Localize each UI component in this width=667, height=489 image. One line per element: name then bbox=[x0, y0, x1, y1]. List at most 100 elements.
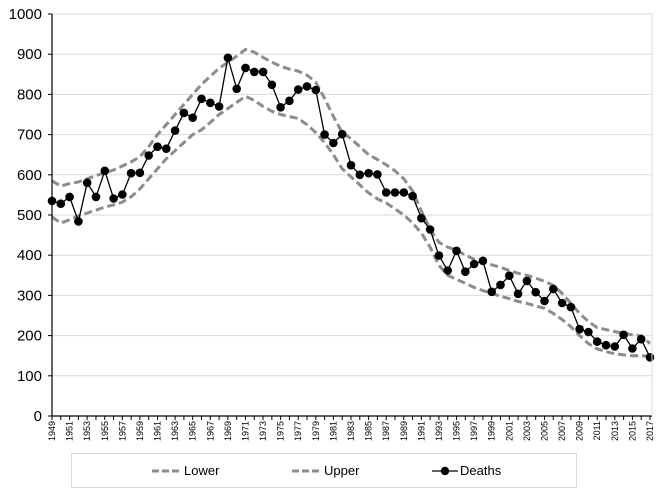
data-point bbox=[399, 188, 409, 197]
x-tick-label: 1995 bbox=[452, 421, 462, 441]
x-tick-label: 2017 bbox=[645, 421, 655, 441]
data-point bbox=[74, 217, 83, 226]
data-point bbox=[381, 188, 391, 197]
data-point bbox=[566, 302, 576, 312]
data-point bbox=[408, 191, 417, 201]
x-tick-label: 1967 bbox=[205, 421, 215, 441]
data-point bbox=[214, 102, 224, 111]
y-tick-label: 700 bbox=[17, 127, 42, 144]
data-point bbox=[549, 284, 558, 294]
data-point bbox=[575, 324, 584, 334]
data-point bbox=[364, 168, 373, 178]
data-point bbox=[619, 330, 628, 340]
data-point bbox=[417, 213, 426, 223]
legend-label-upper: Upper bbox=[324, 463, 360, 478]
series-deaths-line bbox=[51, 57, 651, 358]
x-tick-label: 1973 bbox=[258, 421, 268, 441]
data-point bbox=[293, 85, 303, 94]
data-point bbox=[276, 103, 285, 112]
data-point bbox=[610, 342, 620, 351]
data-point bbox=[540, 296, 549, 306]
x-tick-label: 1955 bbox=[100, 421, 110, 441]
y-tick-label: 1000 bbox=[9, 6, 42, 23]
y-axis-tick-labels: 0 100 200 300 400 500 600 700 800 900 1000 bbox=[9, 6, 42, 425]
data-point bbox=[118, 190, 127, 199]
data-point bbox=[206, 98, 215, 108]
data-point bbox=[390, 188, 400, 197]
x-tick-label: 2013 bbox=[610, 421, 620, 441]
y-tick-label: 800 bbox=[17, 86, 42, 103]
data-point bbox=[311, 85, 321, 95]
x-tick-label: 1979 bbox=[311, 421, 321, 441]
data-point bbox=[478, 256, 488, 266]
x-tick-label: 1951 bbox=[65, 421, 75, 441]
legend: Lower Upper Deaths bbox=[71, 453, 577, 488]
y-tick-label: 0 bbox=[34, 408, 42, 425]
data-point bbox=[197, 94, 206, 104]
x-tick-label: 2003 bbox=[522, 421, 532, 441]
y-tick-label: 200 bbox=[17, 328, 42, 345]
data-point bbox=[443, 266, 453, 275]
data-point bbox=[109, 194, 118, 203]
x-tick-label: 1961 bbox=[153, 421, 163, 441]
data-point bbox=[82, 178, 92, 188]
data-point bbox=[513, 289, 523, 299]
data-point bbox=[135, 168, 145, 178]
x-tick-label: 1985 bbox=[364, 421, 374, 441]
legend-item-lower: Lower bbox=[152, 454, 219, 487]
data-point bbox=[496, 280, 505, 290]
line-with-dot-marker-icon bbox=[432, 466, 458, 475]
data-point bbox=[153, 142, 162, 151]
data-point bbox=[302, 82, 312, 91]
legend-item-deaths: Deaths bbox=[432, 454, 501, 487]
data-point bbox=[100, 166, 110, 176]
data-point bbox=[320, 130, 329, 139]
x-tick-label: 1993 bbox=[434, 421, 444, 441]
data-point bbox=[267, 80, 277, 90]
data-point bbox=[601, 340, 611, 350]
y-tick-label: 400 bbox=[17, 247, 42, 264]
data-point bbox=[531, 287, 540, 297]
data-point bbox=[636, 334, 646, 344]
x-tick-label: 2007 bbox=[557, 421, 567, 441]
dashed-line-icon bbox=[152, 469, 182, 472]
series-lower-line bbox=[51, 94, 651, 358]
y-tick-label: 100 bbox=[17, 368, 42, 385]
data-point bbox=[373, 170, 382, 179]
data-point bbox=[91, 192, 101, 202]
x-tick-label: 1975 bbox=[276, 421, 286, 441]
data-point bbox=[557, 298, 567, 308]
x-tick-label: 1965 bbox=[188, 421, 198, 441]
data-point bbox=[584, 327, 593, 337]
dashed-line-icon bbox=[292, 469, 322, 472]
data-point bbox=[592, 337, 602, 346]
y-tick-label: 500 bbox=[17, 207, 42, 224]
data-point bbox=[232, 84, 241, 94]
x-tick-label: 1999 bbox=[487, 421, 497, 441]
x-axis-tick-labels: 1949 1951 1953 1955 1957 1959 1961 1963 1965 1967… bbox=[47, 421, 655, 441]
data-point bbox=[346, 160, 356, 170]
data-point bbox=[223, 53, 233, 63]
legend-label-lower: Lower bbox=[184, 463, 220, 478]
plot-series bbox=[47, 47, 655, 362]
x-tick-label: 1987 bbox=[381, 421, 391, 441]
data-point bbox=[645, 353, 655, 362]
x-tick-label: 1997 bbox=[469, 421, 479, 441]
data-point bbox=[337, 129, 347, 139]
data-point bbox=[250, 67, 259, 77]
data-point bbox=[241, 63, 250, 73]
x-tick-label: 2005 bbox=[539, 421, 549, 441]
x-tick-label: 1963 bbox=[170, 421, 180, 441]
x-tick-label: 1953 bbox=[82, 421, 92, 441]
data-point bbox=[425, 225, 435, 234]
data-point bbox=[162, 144, 171, 153]
data-point bbox=[329, 138, 338, 148]
legend-label-deaths: Deaths bbox=[460, 463, 502, 478]
y-tick-label: 600 bbox=[17, 167, 42, 184]
data-point bbox=[144, 151, 153, 160]
x-tick-label: 1991 bbox=[416, 421, 426, 441]
x-tick-label: 2001 bbox=[504, 421, 514, 441]
gridlines bbox=[48, 13, 652, 420]
data-point bbox=[628, 344, 637, 353]
